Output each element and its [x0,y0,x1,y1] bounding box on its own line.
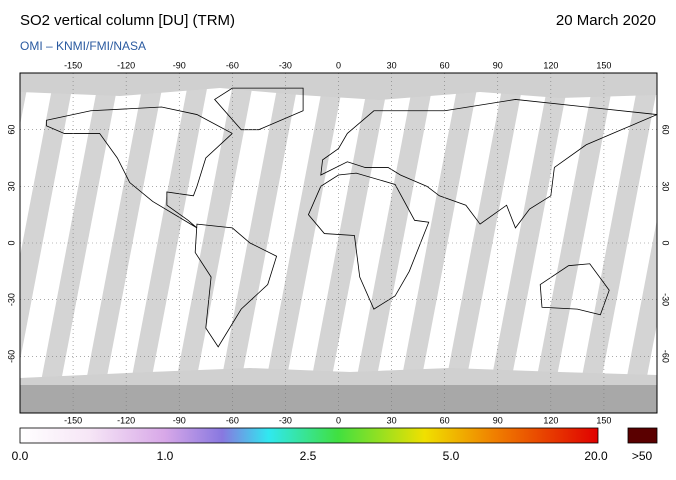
lat-tick-label: 60 [661,125,671,135]
colorbar-label: 20.0 [584,449,608,463]
lat-tick-label: 0 [6,240,16,245]
land-outline [307,172,430,310]
land-outline [320,99,657,229]
lon-tick-label: 120 [543,415,558,425]
lon-tick-label: -60 [226,415,239,425]
map-frame [19,72,658,414]
lon-tick-label: -90 [173,415,186,425]
lon-tick-label: -60 [226,60,239,70]
colorbar-overflow [627,427,658,444]
land-outline [214,87,304,131]
lon-tick-label: 30 [387,415,397,425]
land-outline [194,223,278,348]
lon-tick-label: 150 [596,60,611,70]
map [20,73,657,413]
lon-tick-label: 90 [493,60,503,70]
lon-tick-label: -90 [173,60,186,70]
lon-tick-label: -150 [64,415,82,425]
orbit-gap [485,73,570,413]
lon-tick-label: -120 [117,60,135,70]
land-outline [46,106,234,229]
colorbar-label: 2.5 [300,449,317,463]
lon-tick-label: -30 [279,60,292,70]
lon-tick-label: 30 [387,60,397,70]
lon-tick-label: 60 [440,60,450,70]
lat-tick-label: -30 [6,293,16,306]
orbit-gap [80,73,165,413]
lon-tick-label: 90 [493,415,503,425]
lon-tick-label: 60 [440,415,450,425]
orbit-gap [440,73,525,413]
colorbar-label: 5.0 [443,449,460,463]
lat-tick-label: 0 [661,240,671,245]
land-outline [539,263,610,316]
lat-tick-label: -30 [661,293,671,306]
date: 20 March 2020 [556,12,656,29]
lon-tick-label: -120 [117,415,135,425]
lat-tick-label: -60 [6,350,16,363]
colorbar [19,427,599,444]
colorbar-label: 0.0 [12,449,29,463]
orbit-gap [35,73,120,413]
orbit-gap [620,219,657,413]
orbit-gap [395,73,480,413]
lat-tick-label: 30 [6,181,16,191]
colorbar-label: 1.0 [157,449,174,463]
orbit-gap [20,73,75,361]
orbit-gap [305,73,390,413]
lon-tick-label: -150 [64,60,82,70]
lon-tick-label: 0 [336,415,341,425]
lat-tick-label: 60 [6,125,16,135]
lat-tick-label: -60 [661,350,671,363]
lon-tick-label: -30 [279,415,292,425]
orbit-gap [260,73,345,413]
lon-tick-label: 120 [543,60,558,70]
lon-tick-label: 150 [596,415,611,425]
lon-tick-label: 0 [336,60,341,70]
source: OMI – KNMI/FMI/NASA [20,39,146,53]
title: SO2 vertical column [DU] (TRM) [20,12,235,29]
orbit-gap [215,73,300,413]
orbit-gap [125,73,210,413]
lat-tick-label: 30 [661,181,671,191]
colorbar-overflow-label: >50 [632,449,653,463]
